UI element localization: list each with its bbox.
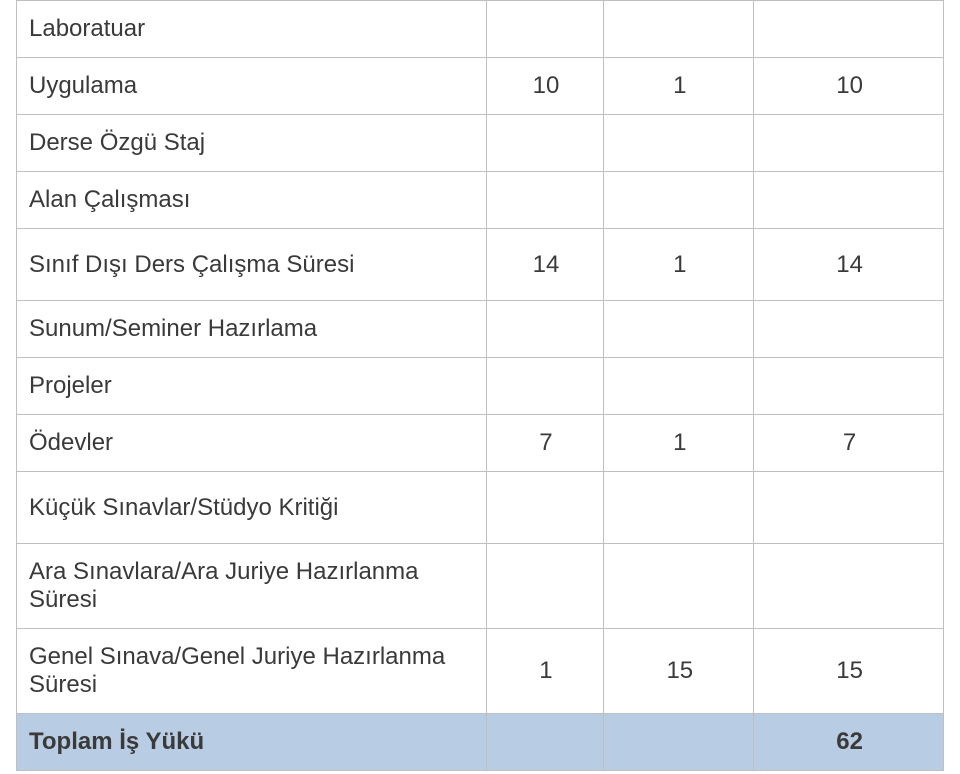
row-value bbox=[486, 1, 604, 58]
row-value: 15 bbox=[604, 629, 754, 714]
table-row: Sınıf Dışı Ders Çalışma Süresi14114 bbox=[17, 229, 944, 301]
row-value bbox=[486, 301, 604, 358]
row-label: Uygulama bbox=[17, 58, 487, 115]
total-value: 62 bbox=[754, 714, 944, 771]
row-value: 14 bbox=[486, 229, 604, 301]
row-value bbox=[604, 115, 754, 172]
workload-table: LaboratuarUygulama10110Derse Özgü StajAl… bbox=[16, 0, 944, 771]
table-row: Laboratuar bbox=[17, 1, 944, 58]
row-value bbox=[486, 472, 604, 544]
table-row: Projeler bbox=[17, 358, 944, 415]
row-value: 1 bbox=[486, 629, 604, 714]
table-row: Alan Çalışması bbox=[17, 172, 944, 229]
row-label: Derse Özgü Staj bbox=[17, 115, 487, 172]
table-row: Uygulama10110 bbox=[17, 58, 944, 115]
row-value bbox=[754, 301, 944, 358]
workload-tbody: LaboratuarUygulama10110Derse Özgü StajAl… bbox=[17, 1, 944, 771]
total-row: Toplam İş Yükü 62 bbox=[17, 714, 944, 771]
row-value bbox=[754, 358, 944, 415]
row-value: 7 bbox=[486, 415, 604, 472]
row-label: Sunum/Seminer Hazırlama bbox=[17, 301, 487, 358]
row-label: Ödevler bbox=[17, 415, 487, 472]
table-row: Sunum/Seminer Hazırlama bbox=[17, 301, 944, 358]
total-empty bbox=[604, 714, 754, 771]
row-value bbox=[604, 301, 754, 358]
row-value bbox=[604, 358, 754, 415]
row-value bbox=[754, 115, 944, 172]
row-value bbox=[604, 1, 754, 58]
row-value: 10 bbox=[754, 58, 944, 115]
row-value bbox=[486, 172, 604, 229]
table-row: Küçük Sınavlar/Stüdyo Kritiği bbox=[17, 472, 944, 544]
row-value: 15 bbox=[754, 629, 944, 714]
row-label: Sınıf Dışı Ders Çalışma Süresi bbox=[17, 229, 487, 301]
row-label: Ara Sınavlara/Ara Juriye Hazırlanma Süre… bbox=[17, 544, 487, 629]
row-value: 10 bbox=[486, 58, 604, 115]
table-row: Derse Özgü Staj bbox=[17, 115, 944, 172]
table-row: Genel Sınava/Genel Juriye Hazırlanma Sür… bbox=[17, 629, 944, 714]
table-row: Ara Sınavlara/Ara Juriye Hazırlanma Süre… bbox=[17, 544, 944, 629]
table-row: Ödevler717 bbox=[17, 415, 944, 472]
row-value bbox=[486, 544, 604, 629]
total-empty bbox=[486, 714, 604, 771]
row-value bbox=[754, 1, 944, 58]
total-label: Toplam İş Yükü bbox=[17, 714, 487, 771]
row-value bbox=[754, 544, 944, 629]
row-label: Projeler bbox=[17, 358, 487, 415]
row-label: Laboratuar bbox=[17, 1, 487, 58]
row-label: Alan Çalışması bbox=[17, 172, 487, 229]
row-value bbox=[604, 544, 754, 629]
row-value: 14 bbox=[754, 229, 944, 301]
row-value: 1 bbox=[604, 229, 754, 301]
row-value bbox=[486, 358, 604, 415]
row-value bbox=[754, 472, 944, 544]
row-value bbox=[604, 172, 754, 229]
row-label: Genel Sınava/Genel Juriye Hazırlanma Sür… bbox=[17, 629, 487, 714]
row-label: Küçük Sınavlar/Stüdyo Kritiği bbox=[17, 472, 487, 544]
row-value bbox=[486, 115, 604, 172]
page: LaboratuarUygulama10110Derse Özgü StajAl… bbox=[0, 0, 960, 774]
row-value bbox=[754, 172, 944, 229]
row-value: 1 bbox=[604, 58, 754, 115]
row-value: 1 bbox=[604, 415, 754, 472]
row-value: 7 bbox=[754, 415, 944, 472]
row-value bbox=[604, 472, 754, 544]
